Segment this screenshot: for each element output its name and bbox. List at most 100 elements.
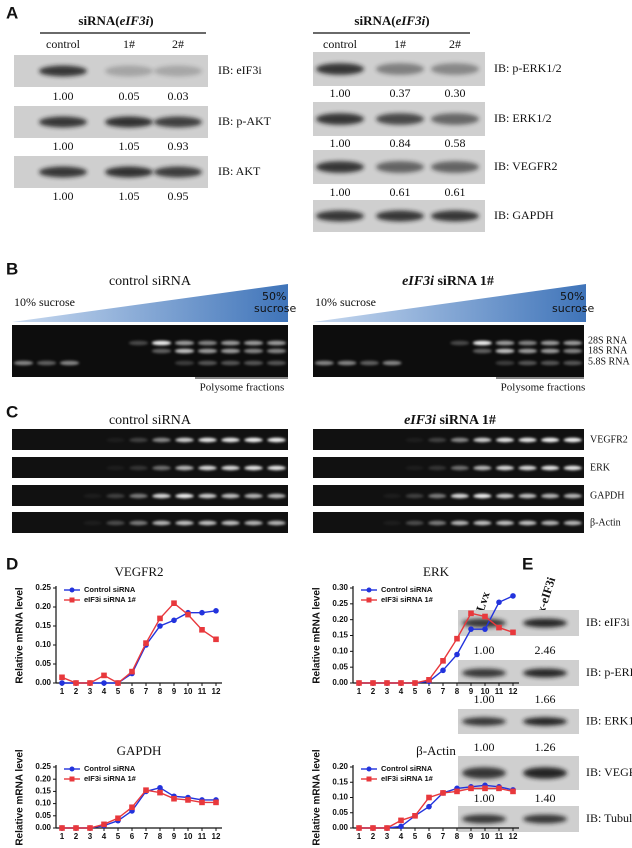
gel-band [405, 493, 424, 499]
x-tick-label: 8 [158, 832, 163, 841]
chart-title: VEGFR2 [114, 564, 163, 579]
gel [12, 429, 288, 450]
gel-band [450, 465, 469, 471]
blot-quantification: 1.00 [474, 643, 495, 657]
data-point [412, 680, 418, 686]
x-tick-label: 4 [399, 687, 404, 696]
gradient-title-part: siRNA 1# [434, 274, 494, 289]
y-tick-label: 0.10 [332, 646, 348, 655]
blot-quantification: 1.00 [53, 89, 74, 103]
data-point [129, 804, 135, 811]
blot-quantification: 0.61 [390, 185, 411, 199]
panel-letter: E [522, 554, 533, 573]
x-tick-label: 4 [102, 832, 107, 841]
gel-band [472, 340, 492, 346]
gel-band [244, 520, 263, 526]
gene-label: GAPDH [590, 490, 624, 501]
blot-band [523, 767, 567, 779]
data-point [496, 785, 502, 792]
gel-band [221, 520, 240, 526]
y-tick-label: 0.05 [35, 811, 51, 820]
blot-quantification: 2.46 [535, 643, 556, 657]
chart-title: ERK [423, 564, 450, 579]
blot-header-part: ) [425, 13, 429, 28]
gel-band [563, 465, 582, 471]
blot-label: IB: ERK1/2 [586, 713, 632, 727]
blot-band [462, 717, 506, 726]
x-tick-label: 12 [509, 687, 518, 696]
x-tick-label: 9 [469, 687, 474, 696]
x-tick-label: 3 [88, 687, 93, 696]
gel-band [106, 465, 125, 471]
gel-band [152, 437, 171, 443]
gel-band [267, 493, 286, 499]
y-tick-label: 0.05 [332, 662, 348, 671]
blot-quantification: 1.66 [535, 692, 556, 706]
x-tick-label: 11 [495, 832, 504, 841]
gel [313, 429, 584, 450]
y-tick-label: 0.25 [35, 583, 51, 592]
gel-band [267, 437, 286, 443]
data-point [87, 680, 93, 686]
data-point [185, 611, 191, 618]
series-line [62, 789, 216, 829]
gel-band [152, 493, 171, 499]
chart-title: β-Actin [416, 743, 456, 758]
legend-marker [366, 776, 372, 782]
gene-label: VEGFR2 [590, 434, 628, 445]
legend-marker [69, 776, 75, 782]
gel-band [106, 437, 125, 443]
y-tick-label: 0.10 [35, 799, 51, 808]
blot-label: IB: GAPDH [494, 208, 554, 222]
data-point [59, 674, 65, 681]
data-point [87, 825, 93, 831]
data-point [440, 658, 446, 664]
blot-band [376, 210, 424, 222]
gel-band [220, 348, 241, 354]
blot-quantification: 0.93 [168, 139, 189, 153]
gel-band [106, 520, 125, 526]
y-tick-label: 0.15 [35, 787, 51, 796]
blot-quantification: 0.37 [390, 86, 411, 100]
blot-band [39, 166, 87, 178]
data-point [157, 623, 163, 629]
gel-band [473, 493, 492, 499]
lane-label: control [323, 37, 358, 51]
gel-band [450, 520, 469, 526]
blot-header: siRNA(eIF3i) [354, 13, 429, 28]
blot-quantification: 1.00 [474, 692, 495, 706]
gel-band [450, 340, 470, 346]
blot-band [431, 113, 479, 125]
x-tick-label: 7 [144, 687, 149, 696]
blot-band [154, 166, 202, 178]
blot-quantification: 0.03 [168, 89, 189, 103]
gel-band [450, 437, 469, 443]
gel-band [495, 520, 514, 526]
legend-label: Control siRNA [381, 585, 433, 594]
blot-band [39, 116, 87, 128]
gel-band [495, 360, 515, 366]
blot-band [105, 166, 153, 178]
x-tick-label: 1 [357, 687, 362, 696]
gel [12, 457, 288, 478]
gel-title-part: eIF3i [404, 413, 436, 428]
gel-band [428, 465, 447, 471]
gel-band [540, 360, 560, 366]
y-tick-label: 0.15 [332, 777, 348, 786]
gel-band [428, 520, 447, 526]
blot-header-part: siRNA( [354, 13, 395, 28]
blot-quantification: 1.05 [119, 139, 140, 153]
gradient-title-part: eIF3i [402, 274, 434, 289]
gel [313, 325, 584, 377]
y-tick-label: 0.30 [332, 583, 348, 592]
gel-band [129, 465, 148, 471]
blot-quantification: 1.00 [330, 136, 351, 150]
blot-band [462, 814, 506, 824]
data-point [370, 680, 376, 686]
x-tick-label: 1 [357, 832, 362, 841]
blot-quantification: 0.05 [119, 89, 140, 103]
gel-band [563, 437, 582, 443]
gel-band [83, 493, 102, 499]
gel-band [198, 520, 217, 526]
data-point [510, 593, 516, 599]
